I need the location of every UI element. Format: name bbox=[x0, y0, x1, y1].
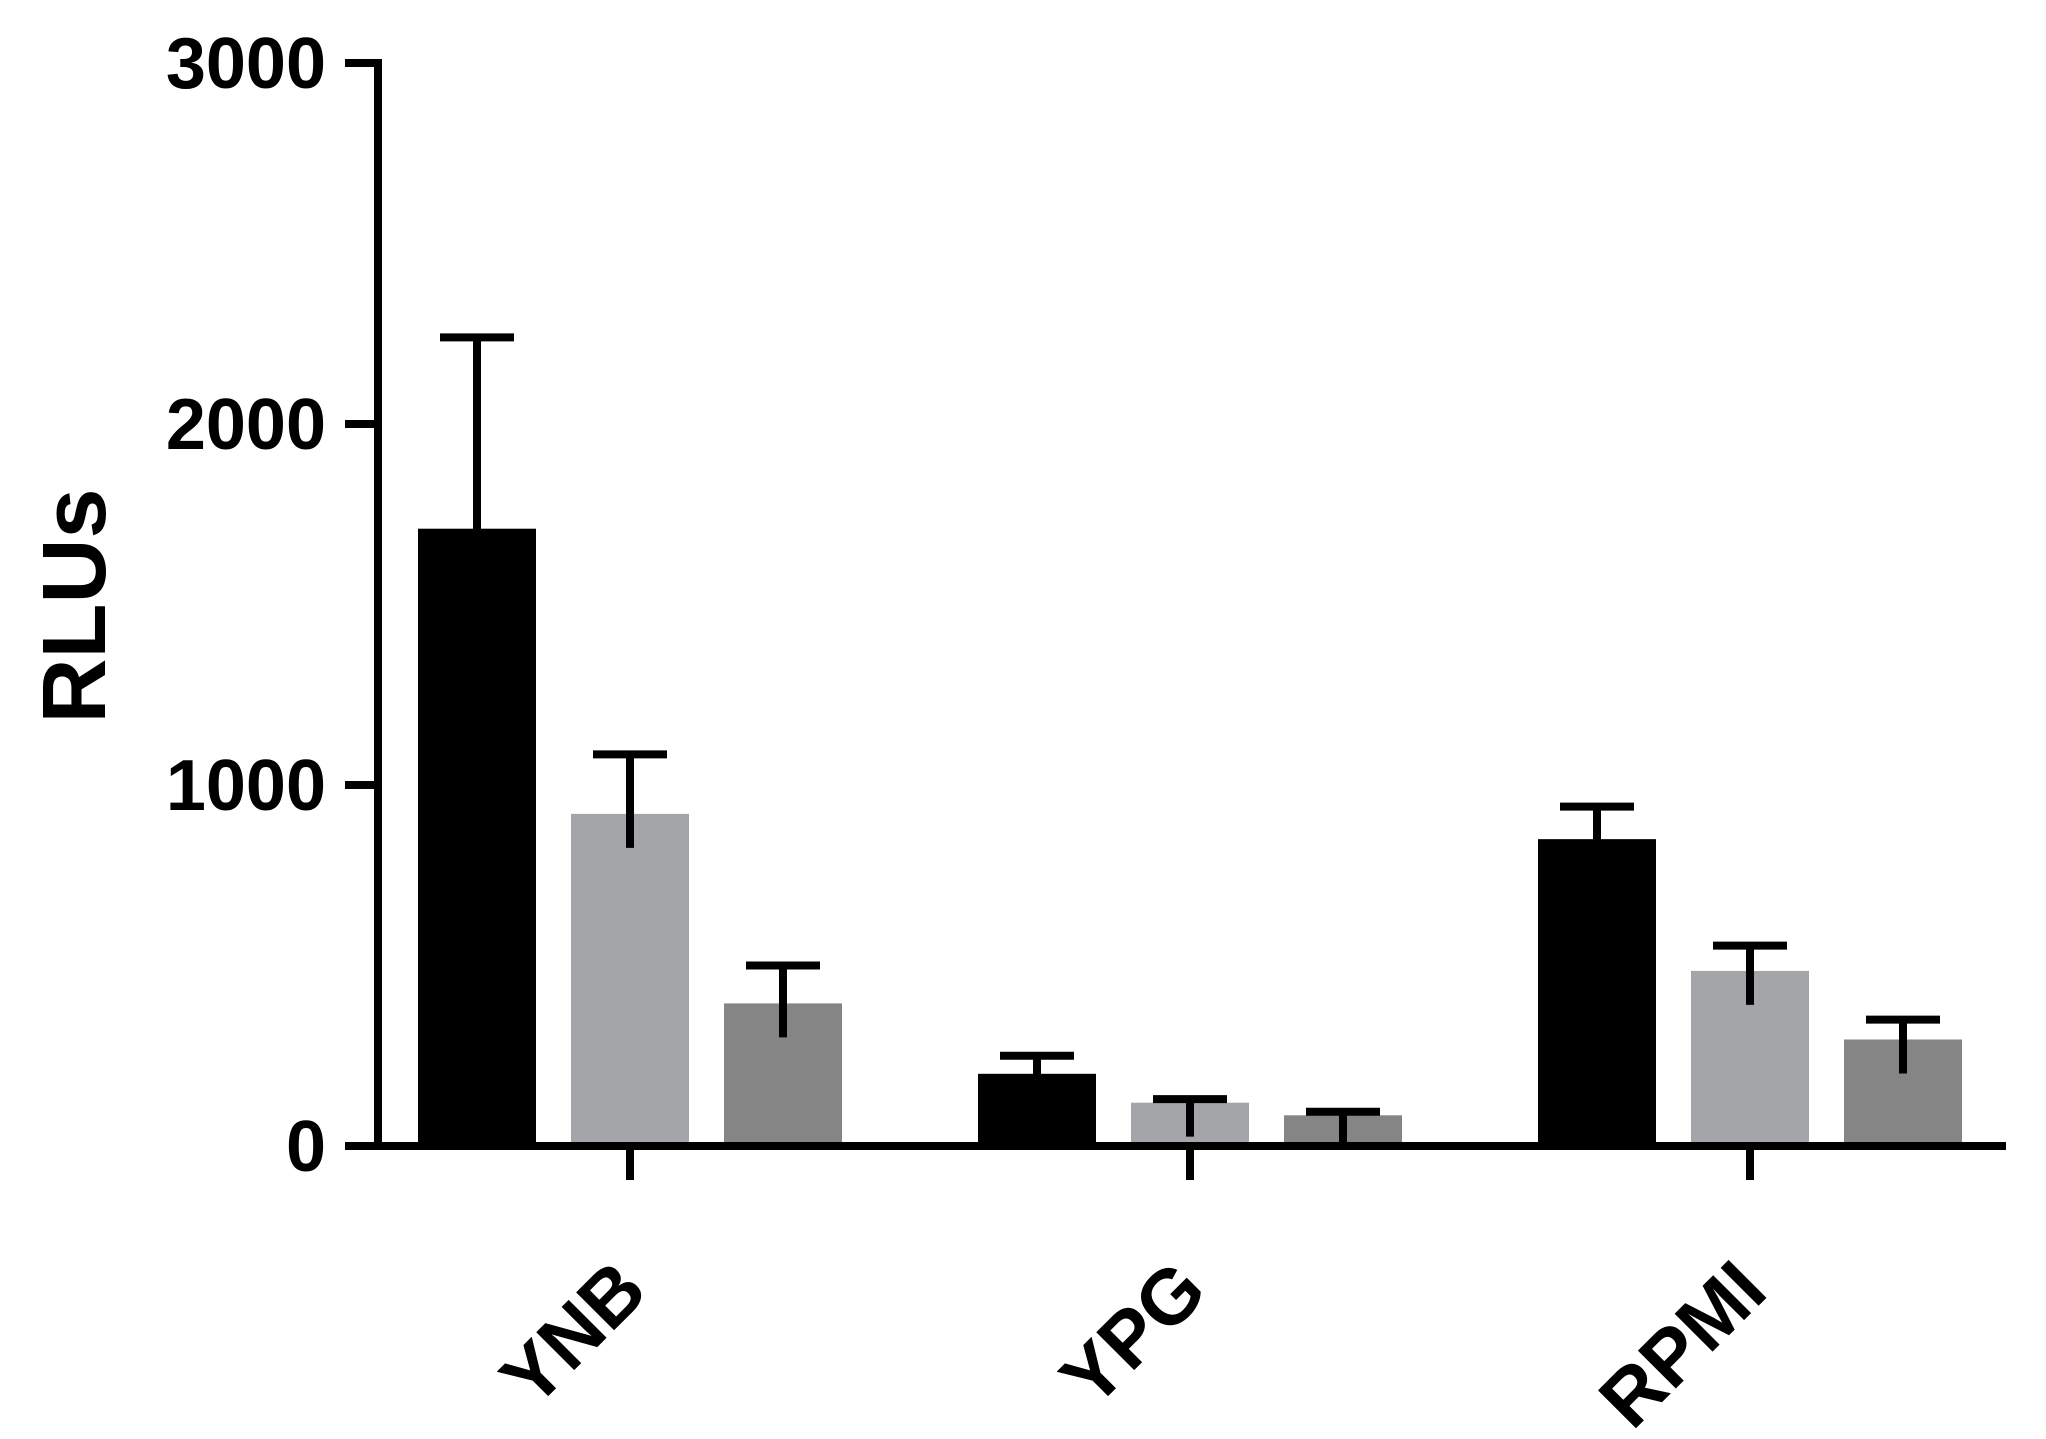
y-ticks-group: 0 1000 2000 3000 bbox=[166, 24, 378, 1187]
x-category-label: YPG bbox=[1043, 1244, 1222, 1423]
bar-rpmi-1 bbox=[1538, 839, 1656, 1146]
y-tick-label: 3000 bbox=[166, 24, 326, 104]
x-ticks-group: YNB YPG RPMI bbox=[484, 1146, 1782, 1439]
x-category-label: YNB bbox=[484, 1244, 663, 1423]
y-axis-title: RLUs bbox=[25, 488, 125, 723]
x-category-label: RPMI bbox=[1582, 1244, 1782, 1439]
y-tick-label: 1000 bbox=[166, 746, 326, 826]
y-tick-label: 0 bbox=[286, 1107, 326, 1187]
bar-ynb-2 bbox=[571, 813, 689, 1146]
bar-ynb-1 bbox=[418, 528, 536, 1146]
y-tick-label: 2000 bbox=[166, 385, 326, 465]
bars-group bbox=[418, 528, 1962, 1146]
error-bars-group bbox=[440, 333, 1940, 1150]
